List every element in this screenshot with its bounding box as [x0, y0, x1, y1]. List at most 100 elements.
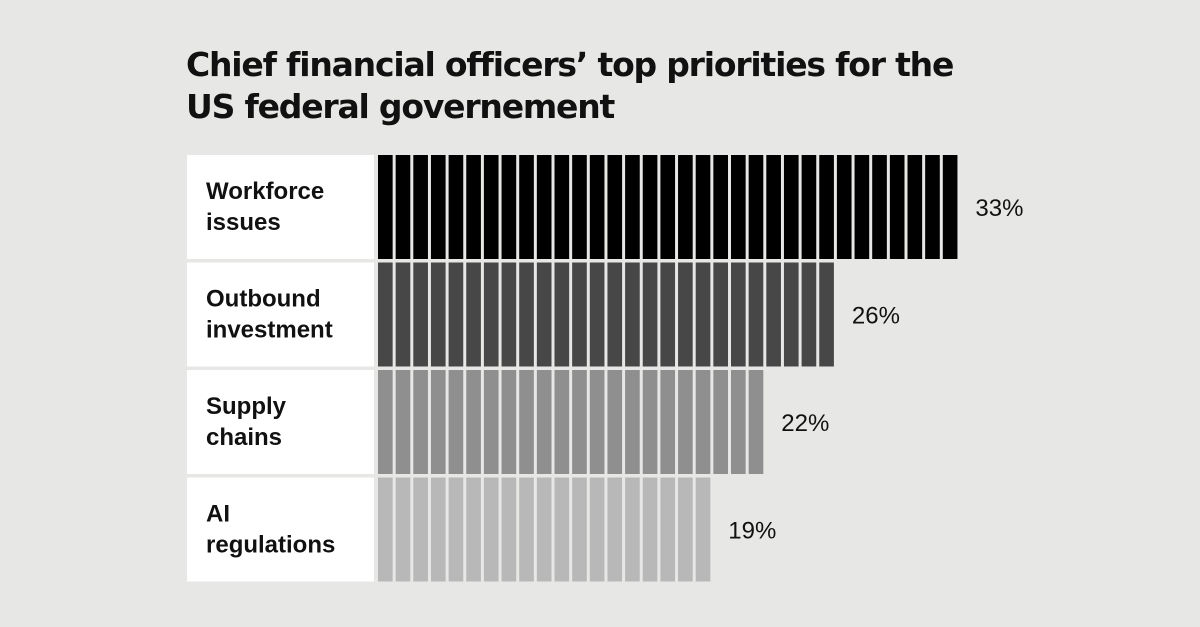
bar-stripe	[660, 477, 676, 582]
category-label-box	[187, 155, 374, 259]
bar-stripe	[448, 155, 464, 259]
bar-stripe	[642, 262, 658, 367]
bar-stripe	[695, 262, 711, 367]
category-label: AI regulations	[206, 501, 335, 559]
bar-stripe	[625, 262, 640, 367]
bar-stripe	[678, 155, 693, 259]
value-label: 26%	[852, 303, 900, 330]
bar	[378, 262, 834, 367]
bar	[378, 477, 711, 582]
bar-stripe	[942, 155, 958, 259]
bar-stripe	[378, 155, 393, 259]
category-label-line: investment	[206, 317, 333, 344]
bar-stripe	[413, 262, 428, 367]
value-label: 19%	[728, 518, 776, 545]
bar-stripe	[483, 370, 499, 474]
bar-stripe	[430, 155, 446, 259]
bar-stripe	[519, 477, 534, 582]
bar-stripe	[395, 262, 411, 367]
bar-stripe	[748, 370, 764, 474]
bar-stripe	[695, 370, 711, 474]
bar-stripe	[483, 155, 499, 259]
bar-stripe	[731, 262, 746, 367]
bar-stripe	[572, 262, 587, 367]
bar-stripe	[660, 262, 676, 367]
bar-stripe	[501, 370, 517, 474]
bar-stripe	[713, 155, 728, 259]
bar-stripe	[554, 477, 570, 582]
bar-stripe	[925, 155, 940, 259]
value-label: 22%	[781, 410, 829, 437]
bar-stripe	[536, 262, 552, 367]
bar-row-2: Outbound investment 26%	[187, 262, 900, 367]
category-label-line: Supply	[206, 393, 287, 420]
category-label: Outbound investment	[206, 286, 333, 344]
bar-stripe	[766, 155, 781, 259]
bar-stripe	[836, 155, 852, 259]
bar-stripe	[854, 155, 870, 259]
bar-stripe	[483, 477, 499, 582]
bar-stripe	[536, 155, 552, 259]
bar-stripe	[607, 262, 623, 367]
bar-stripe	[607, 155, 623, 259]
bar-row-3: Supply chains 22%	[187, 370, 829, 474]
bar-stripe	[731, 155, 746, 259]
category-label-box	[187, 370, 374, 474]
bar-stripe	[642, 370, 658, 474]
bar-stripe	[430, 262, 446, 367]
bar-stripe	[660, 155, 676, 259]
bar-stripe	[819, 155, 834, 259]
category-label: Supply chains	[206, 393, 287, 451]
bar-stripe	[413, 370, 428, 474]
bar-stripe	[378, 477, 393, 582]
category-label-box	[187, 477, 374, 582]
bar-stripe	[589, 262, 605, 367]
bar-stripe	[607, 477, 623, 582]
bar-stripe	[519, 155, 534, 259]
bar-stripe	[501, 477, 517, 582]
category-label-line: Outbound	[206, 286, 321, 313]
bar-stripe	[889, 155, 905, 259]
bar-stripe	[519, 370, 534, 474]
bar-stripe	[695, 155, 711, 259]
bar-stripe	[536, 370, 552, 474]
bar-stripe	[783, 155, 799, 259]
bar-stripe	[695, 477, 711, 582]
bar-stripe	[448, 262, 464, 367]
bar-stripe	[430, 370, 446, 474]
category-label: Workforce issues	[206, 178, 324, 236]
bar-stripe	[413, 155, 428, 259]
bar-stripe	[819, 262, 834, 367]
category-label-line: Workforce	[206, 178, 324, 205]
bar-stripe	[625, 370, 640, 474]
chart-title-line-1: Chief financial officers’ top priorities…	[186, 45, 954, 84]
bar-stripe	[660, 370, 676, 474]
bar-stripe	[430, 477, 446, 582]
bar-stripe	[748, 155, 764, 259]
bar-stripe	[907, 155, 923, 259]
bar-stripe	[872, 155, 887, 259]
bar-stripe	[783, 262, 799, 367]
bar-stripe	[678, 477, 693, 582]
bar-stripe	[678, 262, 693, 367]
bar-row-4: AI regulations 19%	[187, 477, 776, 582]
bar-stripe	[678, 370, 693, 474]
bar-stripe	[395, 477, 411, 582]
bar-stripe	[625, 477, 640, 582]
bar-stripe	[466, 262, 481, 367]
bar-stripe	[589, 370, 605, 474]
bar	[378, 370, 764, 474]
bar-stripe	[589, 477, 605, 582]
bar-stripe	[554, 370, 570, 474]
bar-stripe	[448, 370, 464, 474]
bar	[378, 155, 958, 259]
bar-stripe	[589, 155, 605, 259]
bar-stripe	[625, 155, 640, 259]
bar-stripe	[572, 155, 587, 259]
bar-stripe	[413, 477, 428, 582]
category-label-line: chains	[206, 424, 282, 451]
bar-stripe	[378, 370, 393, 474]
bar-stripe	[466, 370, 481, 474]
bar-stripe	[483, 262, 499, 367]
